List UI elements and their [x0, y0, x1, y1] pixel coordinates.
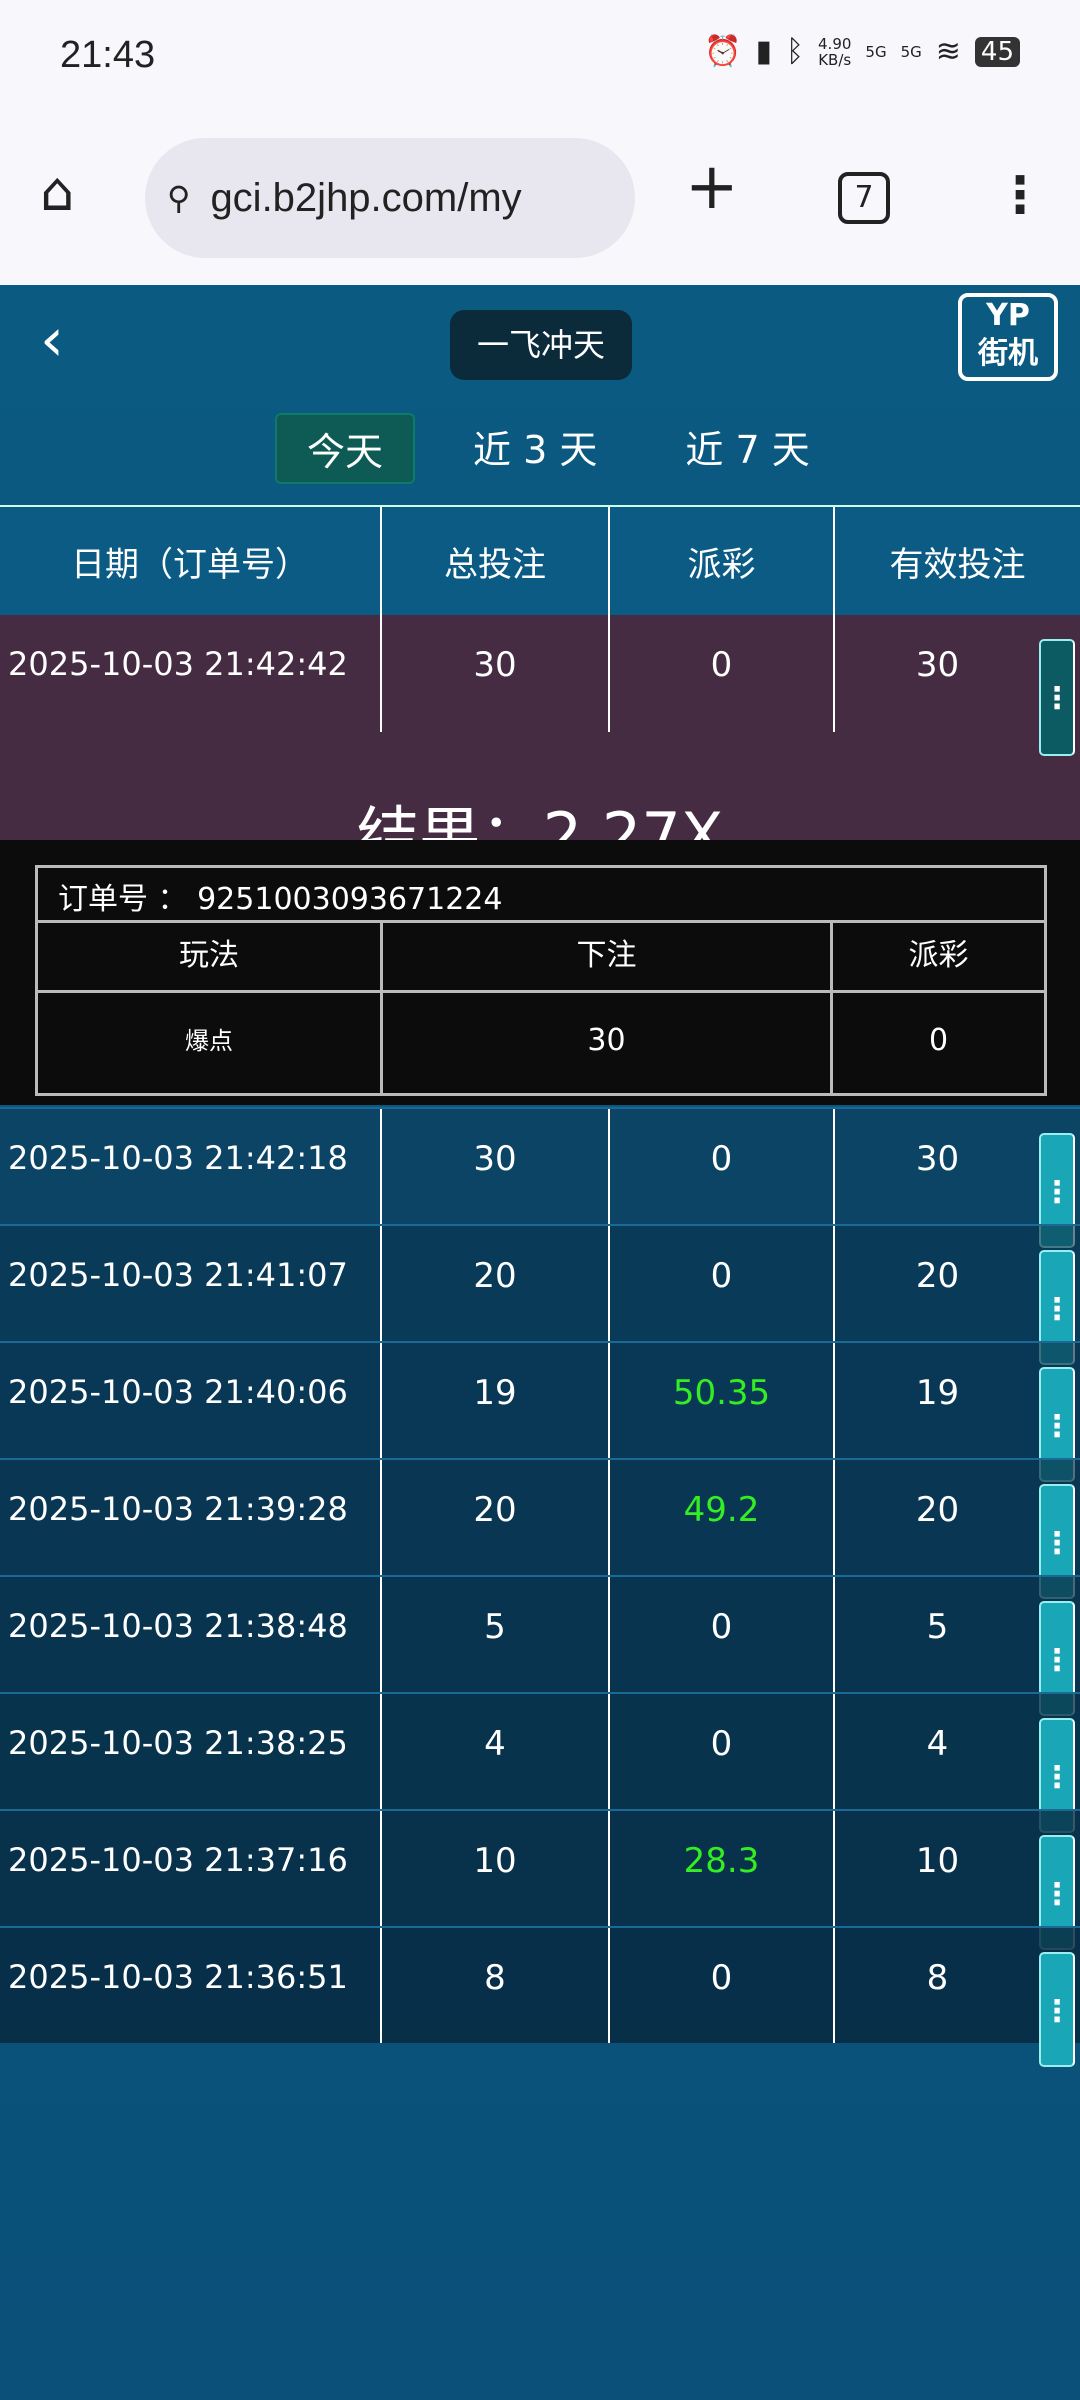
row-total: 10: [382, 1811, 610, 1926]
back-icon[interactable]: ‹: [40, 305, 64, 375]
row-date: 2025-10-03 21:42:18: [0, 1109, 382, 1224]
signal-icon-2: 5G: [900, 42, 922, 61]
detail-col-play: 玩法: [38, 923, 383, 990]
row-date: 2025-10-03 21:40:06: [0, 1343, 382, 1458]
bluetooth-icon: ᛒ: [786, 34, 805, 69]
row-payout: 28.3: [610, 1811, 835, 1926]
row-payout: 0: [610, 1928, 835, 2043]
row-payout: 0: [610, 615, 835, 732]
tab-switcher-button[interactable]: 7: [838, 172, 890, 224]
row-valid: 8: [926, 1958, 949, 1998]
status-bar: 21:43 ⏰ ▮ ᛒ 4.90 KB/s 5G 5G ≋ 45: [0, 0, 1080, 110]
row-valid: 20: [915, 1256, 960, 1296]
row-total: 20: [382, 1226, 610, 1341]
table-row[interactable]: 2025-10-03 21:40:06 19 50.35 19 ⋮: [0, 1341, 1080, 1482]
row-date: 2025-10-03 21:41:07: [0, 1226, 382, 1341]
alarm-icon: ⏰: [704, 34, 742, 69]
row-total: 4: [382, 1694, 610, 1809]
detail-bet: 30: [383, 993, 833, 1093]
row-payout: 0: [610, 1109, 835, 1224]
order-number: 订单号 ： 9251003093671224: [38, 868, 1044, 923]
row-total: 5: [382, 1577, 610, 1692]
row-date: 2025-10-03 21:38:48: [0, 1577, 382, 1692]
col-total: 总投注: [382, 507, 610, 615]
signal-icon: 5G: [865, 42, 887, 61]
clock: 21:43: [60, 34, 156, 76]
row-date: 2025-10-03 21:37:16: [0, 1811, 382, 1926]
row-total: 19: [382, 1343, 610, 1458]
expanded-row[interactable]: 2025-10-03 21:42:42 30 0 30 ⋮ 结果：2.27X: [0, 615, 1080, 872]
tab-today[interactable]: 今天: [275, 413, 416, 484]
more-button[interactable]: ⋮: [1039, 1952, 1075, 2067]
detail-col-payout: 派彩: [908, 938, 969, 973]
vibrate-icon: ▮: [755, 34, 773, 69]
row-date: 2025-10-03 21:38:25: [0, 1694, 382, 1809]
order-detail: 订单号 ： 9251003093671224 玩法 下注 派彩 爆点 30 0: [0, 840, 1080, 1105]
table-row[interactable]: 2025-10-03 21:39:28 20 49.2 20 ⋮: [0, 1458, 1080, 1599]
col-valid: 有效投注: [889, 544, 1026, 585]
row-valid: 30: [915, 1139, 960, 1179]
yp-logo: YP 街机: [958, 293, 1058, 381]
page-title: 一飞冲天: [450, 310, 632, 380]
row-date: 2025-10-03 21:39:28: [0, 1460, 382, 1575]
row-total: 30: [382, 615, 610, 732]
more-menu-icon[interactable]: ⋮: [995, 166, 1045, 224]
browser-toolbar: ⌂ ⚲ gci.b2jhp.com/my + 7 ⋮: [0, 110, 1080, 285]
row-date: 2025-10-03 21:42:42: [0, 615, 382, 732]
table-row[interactable]: 2025-10-03 21:41:07 20 0 20 ⋮: [0, 1224, 1080, 1365]
col-date: 日期（订单号）: [0, 507, 382, 615]
row-payout: 0: [610, 1577, 835, 1692]
row-payout: 50.35: [610, 1343, 835, 1458]
more-button[interactable]: ⋮: [1039, 1718, 1075, 1833]
wifi-icon: ≋: [935, 34, 961, 69]
row-valid: 20: [915, 1490, 960, 1530]
detail-play: 爆点: [38, 993, 383, 1093]
table-row[interactable]: 2025-10-03 21:38:48 5 0 5 ⋮: [0, 1575, 1080, 1716]
app-area: ‹ 一飞冲天 YP 街机 今天 近 3 天 近 7 天 日期（订单号） 总投注 派…: [0, 285, 1080, 2400]
row-date: 2025-10-03 21:36:51: [0, 1928, 382, 2043]
row-valid: 5: [926, 1607, 949, 1647]
table-row[interactable]: 2025-10-03 21:36:51 8 0 8 ⋮: [0, 1926, 1080, 2067]
row-total: 8: [382, 1928, 610, 2043]
home-icon[interactable]: ⌂: [40, 160, 75, 223]
table-row[interactable]: 2025-10-03 21:37:16 10 28.3 10 ⋮: [0, 1809, 1080, 1950]
row-valid: 4: [926, 1724, 949, 1764]
row-valid: 30: [915, 645, 960, 685]
table-row[interactable]: 2025-10-03 21:38:25 4 0 4 ⋮: [0, 1692, 1080, 1833]
row-valid: 10: [915, 1841, 960, 1881]
url-bar[interactable]: ⚲ gci.b2jhp.com/my: [145, 138, 635, 258]
detail-payout: 0: [928, 1023, 949, 1058]
battery-icon: 45: [974, 36, 1020, 67]
table-row[interactable]: 2025-10-03 21:42:18 30 0 30 ⋮: [0, 1107, 1080, 1248]
detail-col-bet: 下注: [383, 923, 833, 990]
row-valid: 19: [915, 1373, 960, 1413]
more-button[interactable]: ⋮: [1039, 639, 1075, 756]
col-payout: 派彩: [610, 507, 835, 615]
row-payout: 0: [610, 1226, 835, 1341]
row-total: 30: [382, 1109, 610, 1224]
tab-3days[interactable]: 近 3 天: [473, 428, 598, 472]
row-total: 20: [382, 1460, 610, 1575]
table-header: 日期（订单号） 总投注 派彩 有效投注: [0, 505, 1080, 615]
tab-7days[interactable]: 近 7 天: [685, 428, 810, 472]
row-payout: 0: [610, 1694, 835, 1809]
net-speed: 4.90 KB/s: [818, 34, 852, 69]
row-payout: 49.2: [610, 1460, 835, 1575]
site-settings-icon[interactable]: ⚲: [167, 180, 191, 216]
new-tab-button[interactable]: +: [685, 150, 739, 224]
